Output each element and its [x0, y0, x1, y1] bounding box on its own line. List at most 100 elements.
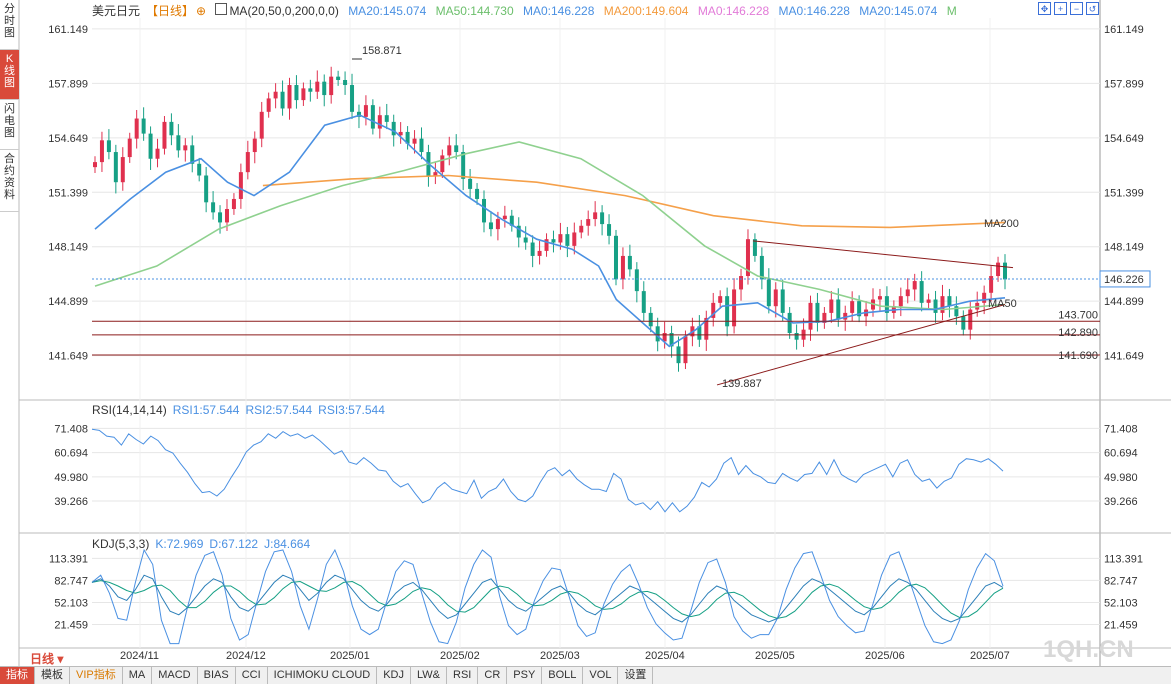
- bottom-tab-1[interactable]: 模板: [35, 667, 70, 684]
- candle-body: [461, 152, 466, 179]
- candle-body: [391, 121, 396, 136]
- candle-body: [627, 255, 632, 270]
- bottom-tab-9[interactable]: LW&: [411, 667, 448, 684]
- candle-body: [530, 242, 535, 256]
- candle-body: [183, 145, 188, 151]
- candle-body: [419, 138, 424, 153]
- candle-body: [704, 317, 709, 340]
- kdj-d-line: [91, 580, 1004, 619]
- move-icon[interactable]: ✥: [1038, 2, 1051, 15]
- kdj-legend: KDJ(5,3,3) K:72.969 D:67.122 J:84.664: [92, 537, 316, 551]
- tab-kline[interactable]: K 线 图: [0, 50, 19, 100]
- candle-body: [224, 209, 229, 223]
- current-price-label: 146.226: [1104, 274, 1144, 286]
- support-trendline: [716, 304, 1006, 386]
- candle-body: [315, 81, 320, 92]
- bottom-tab-10[interactable]: RSI: [447, 667, 479, 684]
- price-tick-right: 157.899: [1104, 78, 1144, 90]
- bottom-tab-14[interactable]: VOL: [583, 667, 619, 684]
- kline-chart[interactable]: 161.149 161.149 157.899 157.899 154.649 154.6…: [0, 0, 1171, 666]
- indicator-bar: 指标 模板 VIP指标 MA MACD BIAS CCI ICHIMOKU CLOUD KDJ L…: [0, 666, 1171, 684]
- candle-body: [537, 250, 542, 256]
- tab-flash-label: 闪 电 图: [4, 103, 15, 139]
- candle-body: [287, 85, 292, 109]
- reset-icon[interactable]: ↺: [1086, 2, 1099, 15]
- candle-body: [509, 215, 514, 226]
- candle-body: [843, 312, 848, 320]
- candle-body: [857, 301, 862, 317]
- candle-body: [155, 148, 160, 159]
- candle-body: [127, 138, 132, 158]
- candle-body: [162, 121, 167, 149]
- candle-body: [197, 163, 202, 176]
- main-legend: 美元日元 【日线】 ⊕ MA(20,50,0,200,0,0) MA20:145.0…: [92, 2, 963, 19]
- candle-body: [405, 131, 410, 144]
- candle-body: [350, 85, 355, 112]
- bottom-tab-0[interactable]: 指标: [0, 667, 35, 684]
- bottom-tab-6[interactable]: CCI: [236, 667, 268, 684]
- candle-body: [732, 289, 737, 327]
- tab-contract[interactable]: 合 约 资 料: [0, 150, 19, 212]
- candle-body: [204, 175, 209, 203]
- candle-body: [877, 296, 882, 300]
- tab-timeshare[interactable]: 分 时 图: [0, 0, 19, 50]
- price-tick-right: 161.149: [1104, 24, 1144, 36]
- candle-body: [468, 178, 473, 189]
- ma0-value-a: MA0:146.228: [523, 4, 595, 18]
- candle-body: [655, 326, 660, 342]
- bottom-tab-12[interactable]: PSY: [507, 667, 543, 684]
- bottom-tab-2[interactable]: VIP指标: [70, 667, 123, 684]
- bottom-tab-8[interactable]: KDJ: [377, 667, 411, 684]
- candle-body: [231, 198, 236, 210]
- bottom-tab-13[interactable]: BOLL: [542, 667, 584, 684]
- time-label: 2024/12: [226, 650, 266, 662]
- time-label: 2024/11: [120, 650, 159, 662]
- ma50-value: MA50:144.730: [435, 4, 514, 18]
- support-label: 141.690: [1058, 350, 1098, 362]
- tab-contract-label: 合 约 资 料: [4, 153, 15, 201]
- bottom-tab-15[interactable]: 设置: [618, 667, 654, 684]
- period-button[interactable]: 日线 ▾: [30, 652, 64, 666]
- candle-body: [780, 289, 785, 313]
- candle-body: [1003, 262, 1007, 280]
- candle-body: [482, 198, 487, 223]
- candle-body: [141, 118, 146, 134]
- candle-body: [829, 299, 834, 313]
- price-tick-right: 151.399: [1104, 187, 1144, 199]
- candle-body: [502, 215, 507, 220]
- candle-body: [106, 140, 111, 153]
- candle-body: [745, 239, 750, 277]
- symbol-name: 美元日元: [92, 4, 141, 18]
- candle-body: [280, 91, 285, 109]
- candle-body: [343, 79, 348, 86]
- ma0-value-c: MA0:146.228: [778, 4, 850, 18]
- zoom-out-icon[interactable]: −: [1070, 2, 1083, 15]
- rsi-label: RSI(14,14,14): [92, 403, 167, 417]
- candle-body: [120, 157, 125, 183]
- ma200-tag: MA200: [984, 218, 1019, 230]
- time-label: 2025/05: [755, 650, 795, 662]
- tab-flash[interactable]: 闪 电 图: [0, 100, 19, 150]
- candle-body: [433, 172, 438, 176]
- ma-toggle-icon[interactable]: [215, 3, 228, 15]
- candle-body: [370, 105, 375, 129]
- bottom-tab-4[interactable]: MACD: [152, 667, 198, 684]
- candle-body: [93, 162, 97, 168]
- bottom-tab-7[interactable]: ICHIMOKU CLOUD: [268, 667, 378, 684]
- gear-icon[interactable]: ⊕: [196, 4, 207, 18]
- candle-body: [475, 188, 480, 199]
- price-tick-left: 141.649: [48, 351, 88, 363]
- bottom-tab-3[interactable]: MA: [123, 667, 153, 684]
- candle-body: [363, 105, 368, 117]
- candle-body: [398, 131, 403, 136]
- zoom-in-icon[interactable]: +: [1054, 2, 1067, 15]
- bottom-tab-11[interactable]: CR: [478, 667, 508, 684]
- candle-body: [822, 312, 827, 323]
- rsi-tick-right: 49.980: [1104, 472, 1138, 484]
- candle-body: [933, 299, 938, 313]
- candle-body: [905, 289, 910, 297]
- candle-body: [947, 296, 952, 307]
- candle-body: [898, 296, 903, 307]
- bottom-tab-5[interactable]: BIAS: [198, 667, 236, 684]
- rsi-legend: RSI(14,14,14) RSI1:57.544 RSI2:57.544 RSI3:…: [92, 403, 391, 417]
